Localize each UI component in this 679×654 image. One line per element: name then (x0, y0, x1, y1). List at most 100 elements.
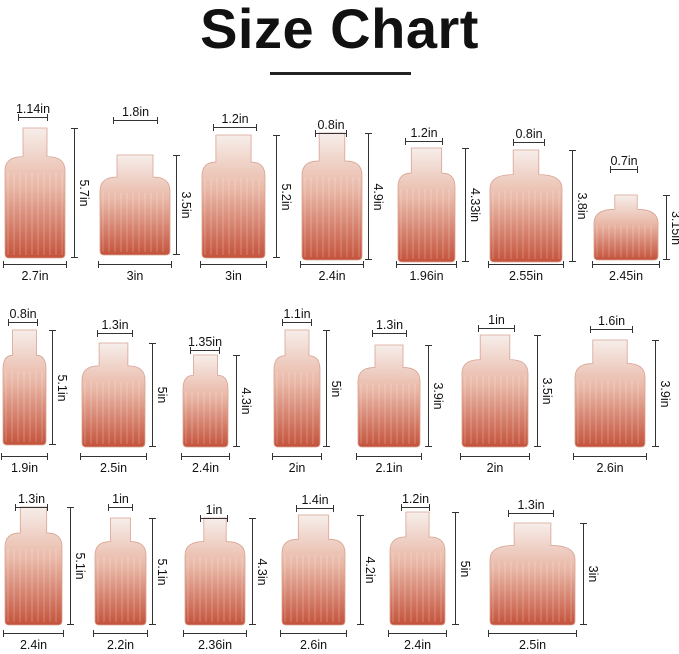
opening-label: 1.1in (283, 307, 311, 321)
vase-image (301, 132, 363, 261)
height-dimension-bar (652, 340, 659, 447)
base-label: 2.45in (608, 269, 644, 283)
opening-dimension-bar (478, 325, 515, 332)
height-label: 3.9in (658, 379, 672, 408)
height-dimension-bar (580, 523, 587, 625)
vase-image (389, 511, 446, 626)
opening-label: 1in (488, 313, 505, 327)
vase-image (201, 134, 266, 259)
height-label: 3.9in (431, 382, 445, 410)
vase-image (357, 344, 421, 448)
vase-image (593, 194, 659, 261)
height-label: 5.1in (73, 552, 87, 580)
base-label: 2.5in (99, 461, 128, 475)
base-dimension-bar (356, 453, 422, 460)
height-label: 3.8in (575, 192, 589, 220)
height-label: 3in (586, 565, 600, 583)
height-dimension-bar (173, 155, 180, 255)
base-label: 2.4in (19, 638, 48, 652)
opening-label: 1.2in (410, 126, 438, 140)
opening-label: 0.8in (317, 118, 345, 132)
opening-dimension-bar (296, 505, 334, 512)
base-label: 2in (486, 461, 504, 475)
opening-dimension-bar (315, 130, 347, 137)
opening-dimension-bar (513, 139, 545, 146)
opening-label: 1.3in (17, 492, 46, 506)
height-dimension-bar (663, 195, 670, 260)
opening-label: 1.4in (301, 493, 329, 507)
height-label: 3.5in (540, 377, 554, 405)
height-label: 5.2in (279, 182, 293, 211)
opening-dimension-bar (213, 124, 257, 131)
opening-dimension-bar (282, 319, 312, 326)
height-label: 3.15in (669, 210, 679, 245)
vase-image (2, 329, 47, 446)
base-label: 2.1in (375, 461, 403, 475)
title-underline (270, 72, 411, 75)
height-dimension-bar (357, 515, 364, 625)
opening-dimension-bar (97, 330, 133, 337)
page-title: Size Chart (200, 0, 479, 60)
height-dimension-bar (149, 343, 156, 447)
opening-label: 1.35in (187, 335, 223, 349)
base-label: 2.5in (518, 638, 547, 652)
opening-label: 1.2in (221, 112, 249, 126)
vase-image (4, 506, 63, 626)
opening-dimension-bar (18, 114, 48, 121)
vase-image (273, 329, 321, 448)
vase-image (184, 517, 246, 626)
height-label: 4.3in (255, 557, 269, 586)
vase-image (81, 342, 146, 448)
base-dimension-bar (488, 630, 577, 637)
height-dimension-bar (49, 330, 56, 445)
base-dimension-bar (592, 261, 660, 268)
height-label: 5in (155, 386, 169, 404)
base-dimension-bar (181, 453, 230, 460)
base-label: 2.6in (299, 638, 328, 652)
base-dimension-bar (300, 261, 364, 268)
height-label: 4.3in (239, 387, 253, 415)
base-dimension-bar (488, 261, 564, 268)
base-label: 2.7in (21, 269, 49, 283)
height-label: 5.1in (155, 557, 169, 586)
opening-dimension-bar (8, 319, 38, 326)
opening-dimension-bar (108, 504, 133, 511)
vase-image (99, 154, 171, 256)
base-dimension-bar (3, 261, 67, 268)
opening-label: 1.6in (597, 314, 626, 328)
base-dimension-bar (1, 453, 48, 460)
base-dimension-bar (388, 630, 447, 637)
height-dimension-bar (534, 335, 541, 447)
opening-label: 1in (205, 503, 223, 517)
opening-dimension-bar (15, 504, 48, 511)
base-label: 3in (225, 269, 242, 283)
height-label: 3.5in (179, 191, 193, 219)
height-dimension-bar (569, 150, 576, 262)
vase-image (281, 514, 346, 626)
vase-image (574, 339, 646, 448)
base-dimension-bar (280, 630, 347, 637)
vase-image (94, 517, 147, 626)
vase-image (4, 127, 66, 259)
base-label: 2.6in (596, 461, 624, 475)
base-label: 2.2in (106, 638, 135, 652)
height-label: 4.9in (371, 182, 385, 211)
base-dimension-bar (93, 630, 148, 637)
height-label: 4.33in (468, 187, 482, 223)
opening-label: 0.8in (9, 307, 37, 321)
opening-dimension-bar (610, 166, 638, 173)
height-dimension-bar (425, 345, 432, 447)
base-dimension-bar (573, 453, 647, 460)
opening-dimension-bar (405, 138, 443, 145)
base-label: 2.4in (403, 638, 432, 652)
base-dimension-bar (3, 630, 64, 637)
opening-label: 1.8in (121, 105, 150, 119)
height-dimension-bar (273, 135, 280, 258)
base-label: 2in (288, 461, 306, 475)
base-dimension-bar (396, 261, 457, 268)
base-dimension-bar (460, 453, 530, 460)
opening-dimension-bar (508, 510, 554, 517)
opening-label: 0.8in (515, 127, 543, 141)
opening-dimension-bar (372, 330, 407, 337)
height-label: 4.2in (363, 556, 377, 584)
